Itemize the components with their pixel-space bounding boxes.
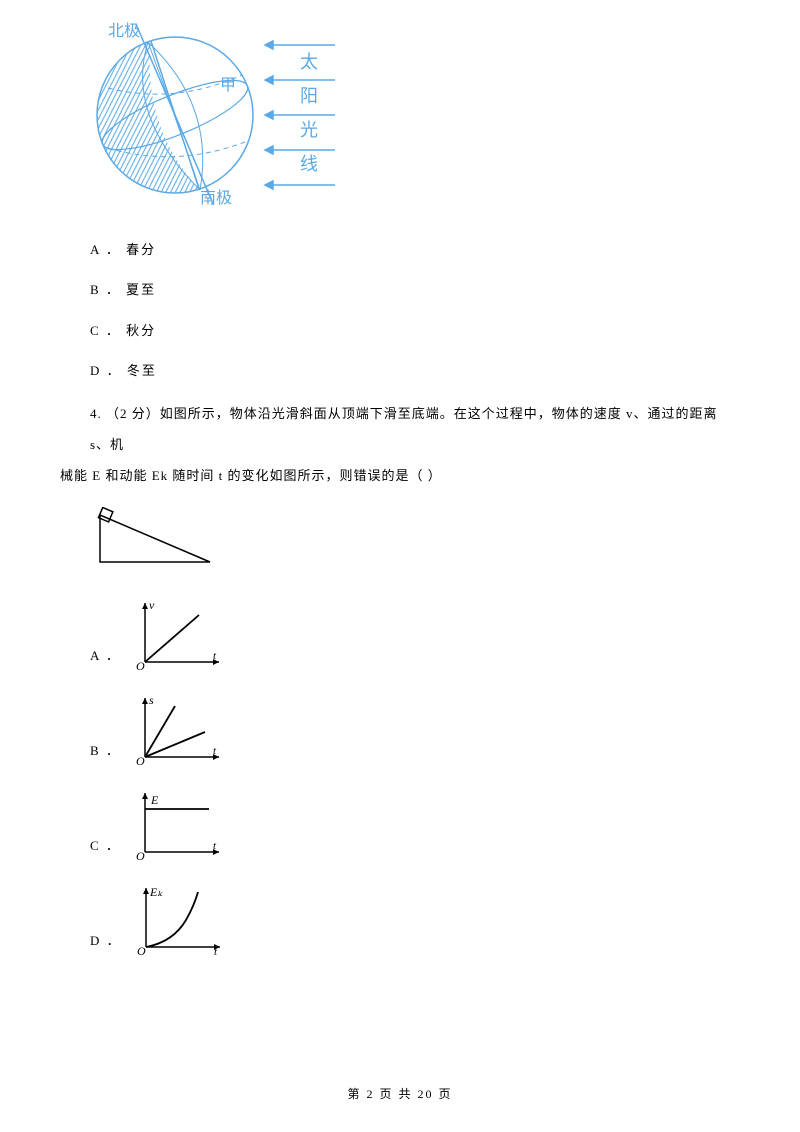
svg-text:s: s xyxy=(149,693,154,707)
chart-c: E t O xyxy=(127,787,227,862)
svg-text:v: v xyxy=(149,598,155,612)
q4-line1: 4. （2 分）如图所示，物体沿光滑斜面从顶端下滑至底端。在这个过程中，物体的速… xyxy=(90,398,740,460)
chart-d: Eₖ t O xyxy=(128,882,228,957)
q3-option-a[interactable]: A ． 春分 xyxy=(90,236,740,265)
q4-text: 4. （2 分）如图所示，物体沿光滑斜面从顶端下滑至底端。在这个过程中，物体的速… xyxy=(90,398,740,492)
svg-text:O: O xyxy=(136,754,145,767)
sun-char-2: 阳 xyxy=(300,86,318,106)
svg-text:E: E xyxy=(150,793,159,807)
option-a-label: A ． xyxy=(90,642,121,671)
globe-mid-label: 甲 xyxy=(220,77,236,94)
option-d-label: D ． xyxy=(90,927,122,956)
sun-char-4: 线 xyxy=(300,154,318,174)
q4-line2: 械能 E 和动能 Ek 随时间 t 的变化如图所示，则错误的是（ ） xyxy=(60,460,740,491)
option-b-label: B ． xyxy=(90,737,121,766)
svg-text:t: t xyxy=(213,745,217,757)
chart-a: v t O xyxy=(127,597,227,672)
svg-text:t: t xyxy=(213,840,217,852)
option-c-label: C ． xyxy=(90,832,121,861)
globe-south-label: 南极 xyxy=(200,189,232,205)
svg-text:O: O xyxy=(137,944,146,957)
q3-option-d[interactable]: D ． 冬至 xyxy=(90,357,740,386)
incline-diagram xyxy=(90,507,740,583)
q3-option-c[interactable]: C ． 秋分 xyxy=(90,317,740,346)
svg-text:t: t xyxy=(213,650,217,662)
sun-char-3: 光 xyxy=(300,120,318,140)
page-footer: 第 2 页 共 20 页 xyxy=(0,1081,800,1107)
q4-option-b[interactable]: B ． s t O xyxy=(90,692,740,767)
chart-b: s t O xyxy=(127,692,227,767)
q4-option-c[interactable]: C ． E t O xyxy=(90,787,740,862)
sun-char-1: 太 xyxy=(300,52,318,72)
q4-option-d[interactable]: D ． Eₖ t O xyxy=(90,882,740,957)
globe-diagram: 北极 南极 甲 太 阳 光 线 xyxy=(80,20,740,216)
svg-text:Eₖ: Eₖ xyxy=(149,885,163,899)
svg-text:O: O xyxy=(136,849,145,862)
svg-text:O: O xyxy=(136,659,145,672)
q4-option-a[interactable]: A ． v t O xyxy=(90,597,740,672)
globe-north-label: 北极 xyxy=(108,22,140,40)
q3-option-b[interactable]: B ． 夏至 xyxy=(90,276,740,305)
